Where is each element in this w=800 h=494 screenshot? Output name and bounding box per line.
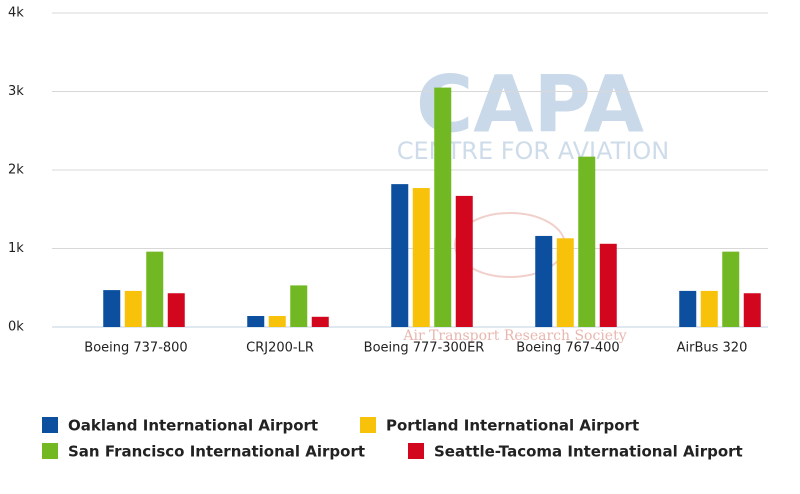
bar: [146, 251, 164, 327]
legend-label: Seattle-Tacoma International Airport: [434, 443, 743, 461]
legend-label: Portland International Airport: [386, 417, 639, 435]
bar: [556, 238, 574, 327]
y-tick-label: 4k: [8, 6, 24, 21]
legend-swatch: [42, 443, 58, 459]
bar: [722, 251, 740, 327]
bar: [599, 243, 617, 327]
x-tick-label: AirBus 320: [677, 341, 748, 356]
bar: [679, 290, 697, 327]
y-tick-label: 2k: [8, 163, 24, 178]
y-tick-label: 3k: [8, 84, 24, 99]
watermark-logo: CAPA: [416, 60, 644, 150]
legend-swatch: [360, 417, 376, 433]
y-tick-label: 1k: [8, 241, 24, 256]
x-tick-label: Boeing 777-300ER: [364, 341, 485, 356]
bar: [311, 316, 329, 327]
legend-label: San Francisco International Airport: [68, 443, 365, 461]
x-tick-label: CRJ200-LR: [246, 341, 314, 356]
bar: [743, 293, 761, 327]
bar: [578, 156, 596, 327]
bar: [103, 290, 121, 327]
x-tick-label: Boeing 767-400: [516, 341, 619, 356]
bar: [535, 235, 553, 327]
bar: [124, 290, 142, 327]
legend-label: Oakland International Airport: [68, 417, 318, 435]
legend-swatch: [408, 443, 424, 459]
x-tick-label: Boeing 737-800: [84, 341, 187, 356]
watermark-society: Air Transport Research Society: [402, 328, 626, 344]
bar: [268, 316, 286, 327]
bar: [290, 285, 308, 327]
bar: [455, 195, 473, 327]
y-tick-label: 0k: [8, 320, 24, 335]
bar: [247, 316, 265, 327]
bar: [412, 188, 430, 327]
legend-swatch: [42, 417, 58, 433]
bar: [700, 290, 718, 327]
bar: [391, 184, 409, 327]
bar: [434, 87, 452, 327]
bar: [167, 293, 185, 327]
